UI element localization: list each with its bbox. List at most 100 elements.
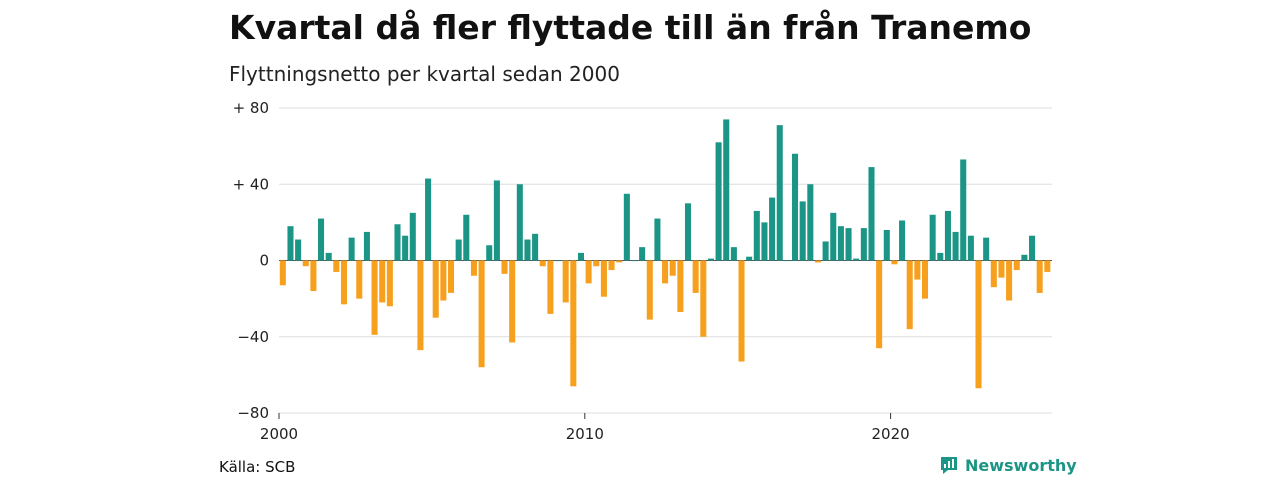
bar bbox=[532, 233, 539, 261]
bar bbox=[570, 260, 577, 387]
chart-title: Kvartal då fler flyttade till än från Tr… bbox=[229, 8, 1032, 47]
bar bbox=[593, 260, 600, 267]
bar bbox=[417, 260, 424, 351]
bar bbox=[906, 260, 913, 330]
y-tick-label: −40 bbox=[237, 328, 269, 346]
bar bbox=[478, 260, 485, 368]
bar bbox=[447, 260, 455, 293]
bar bbox=[616, 260, 623, 263]
bar bbox=[700, 260, 707, 337]
bar bbox=[318, 218, 325, 261]
bar bbox=[769, 197, 776, 261]
bar bbox=[402, 235, 409, 261]
bar bbox=[814, 260, 821, 263]
bar bbox=[1029, 235, 1036, 261]
bar bbox=[295, 239, 302, 261]
bar bbox=[692, 260, 699, 293]
bar bbox=[1036, 260, 1043, 293]
bar bbox=[883, 230, 890, 261]
bar bbox=[608, 260, 615, 271]
bar bbox=[662, 260, 669, 284]
bar bbox=[279, 260, 286, 286]
y-tick-label: + 40 bbox=[233, 175, 269, 193]
x-tick-label: 2000 bbox=[260, 425, 298, 443]
bar bbox=[792, 153, 799, 261]
bar bbox=[684, 203, 692, 261]
bar bbox=[723, 119, 730, 261]
bar bbox=[348, 237, 355, 261]
bar bbox=[516, 184, 523, 261]
bar bbox=[830, 212, 837, 261]
bar bbox=[425, 178, 432, 261]
bar bbox=[891, 260, 898, 265]
bar bbox=[340, 260, 348, 305]
bar bbox=[325, 252, 332, 261]
source-note: Källa: SCB bbox=[219, 458, 296, 476]
bar bbox=[302, 260, 309, 267]
bar bbox=[837, 226, 844, 261]
bar bbox=[1021, 254, 1028, 261]
bar bbox=[539, 260, 546, 267]
bar bbox=[509, 260, 516, 343]
bar bbox=[409, 212, 416, 261]
bar bbox=[1006, 260, 1013, 301]
brand-logo: Newsworthy bbox=[939, 455, 1077, 475]
bar bbox=[524, 239, 531, 261]
bar bbox=[394, 224, 401, 261]
y-tick-label: −80 bbox=[237, 404, 269, 422]
bar bbox=[929, 214, 936, 261]
bar bbox=[585, 260, 592, 284]
y-tick-label: 0 bbox=[259, 252, 269, 270]
bar bbox=[914, 260, 921, 280]
bar bbox=[669, 260, 676, 276]
bar bbox=[455, 239, 462, 261]
bar bbox=[371, 260, 378, 335]
bar bbox=[753, 210, 760, 261]
bar bbox=[440, 260, 447, 301]
bar bbox=[639, 247, 646, 261]
newsworthy-icon bbox=[941, 457, 957, 474]
bar bbox=[921, 260, 929, 299]
bar bbox=[310, 260, 317, 291]
chart-subtitle: Flyttningsnetto per kvartal sedan 2000 bbox=[229, 62, 620, 86]
bar bbox=[333, 260, 340, 272]
x-tick-label: 2010 bbox=[566, 425, 604, 443]
bar bbox=[952, 231, 959, 261]
bar bbox=[577, 252, 584, 261]
bar bbox=[860, 228, 867, 261]
bar bbox=[646, 260, 653, 320]
bar bbox=[868, 167, 875, 261]
bar bbox=[555, 260, 562, 262]
bar bbox=[853, 258, 860, 261]
bar bbox=[876, 260, 883, 349]
bar bbox=[738, 260, 745, 362]
bar bbox=[486, 245, 493, 261]
bar bbox=[975, 260, 982, 389]
bar bbox=[623, 193, 630, 261]
bar bbox=[562, 260, 569, 303]
y-tick-label: + 80 bbox=[233, 99, 269, 117]
bar bbox=[967, 235, 974, 261]
bar bbox=[807, 184, 814, 261]
bar bbox=[547, 260, 554, 314]
bar bbox=[379, 260, 386, 303]
brand-name: Newsworthy bbox=[965, 455, 1077, 475]
bar bbox=[937, 252, 944, 261]
bar bbox=[990, 260, 997, 288]
bar bbox=[501, 260, 508, 274]
bar bbox=[386, 260, 393, 307]
bar bbox=[287, 226, 294, 261]
bar bbox=[356, 260, 363, 299]
bar bbox=[944, 210, 951, 261]
bar bbox=[363, 231, 370, 261]
bar bbox=[463, 214, 470, 261]
bar bbox=[983, 237, 990, 261]
bar bbox=[1044, 260, 1051, 272]
bar bbox=[715, 142, 722, 261]
bar bbox=[432, 260, 439, 318]
bar bbox=[845, 228, 852, 261]
bar bbox=[654, 218, 661, 261]
bar bbox=[899, 220, 906, 261]
bar bbox=[822, 241, 829, 261]
